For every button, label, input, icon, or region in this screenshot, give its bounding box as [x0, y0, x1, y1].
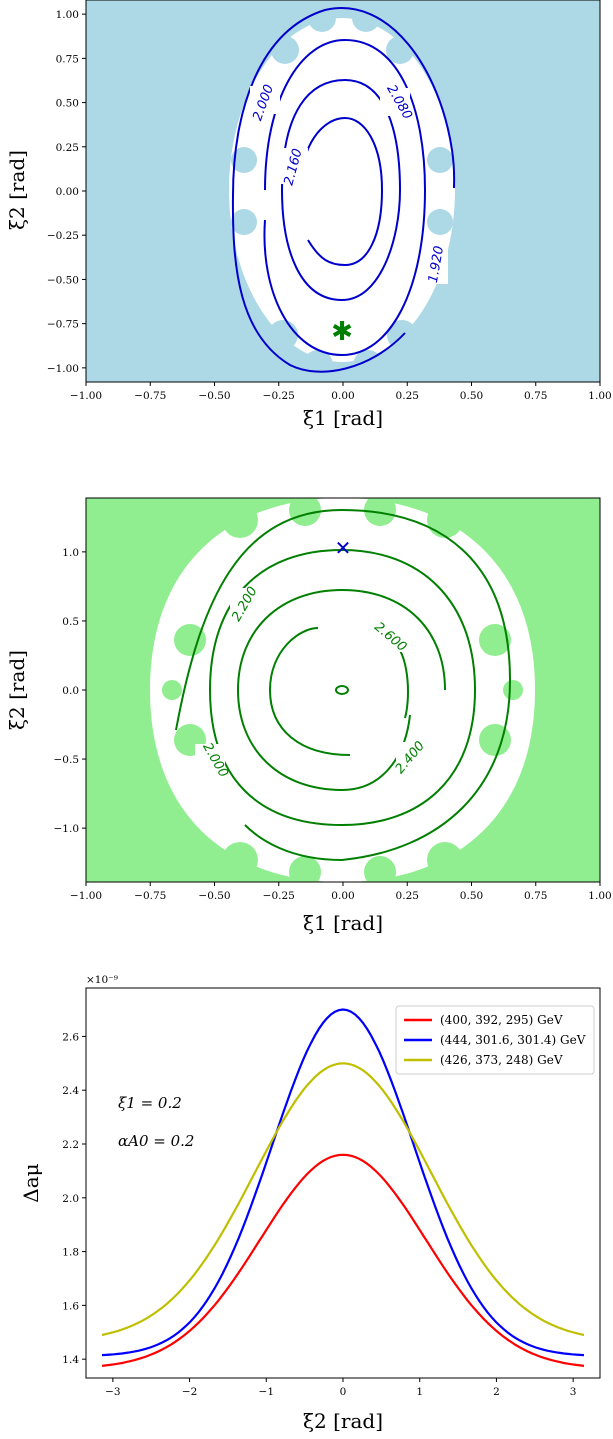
x-tick-label: 0.50: [460, 390, 483, 402]
middle-ylabel: ξ2 [rad]: [5, 650, 29, 730]
y-tick-label: 1.00: [56, 9, 79, 21]
x-tick-label: 3: [570, 1386, 577, 1398]
x-tick-label: 0.75: [524, 390, 547, 402]
top-contour-2160: [301, 116, 384, 267]
y-tick-label: −0.75: [47, 319, 79, 331]
y-tick-label: −0.5: [54, 754, 80, 766]
y-tick-label: 0.0: [62, 685, 79, 697]
middle-panel: 2.200 2.600 2.000 2.400 ✕ −1.00 −0.75 −0.5…: [5, 497, 612, 935]
legend-label: (400, 392, 295) GeV: [440, 1013, 563, 1027]
x-tick-label: 0.25: [396, 390, 419, 402]
y-tick-label: 1.8: [62, 1247, 79, 1259]
top-contour-2000: [263, 38, 427, 357]
x-tick-label: −1: [259, 1386, 274, 1398]
x-tick-label: 2: [493, 1386, 500, 1398]
series-line: [101, 1153, 585, 1367]
middle-contour-2400: [236, 588, 446, 792]
x-tick-label: −1.00: [70, 890, 102, 902]
bottom-ylabel: Δaμ: [19, 1163, 43, 1202]
middle-benchmark-cross: ✕: [335, 536, 352, 560]
x-tick-label: −0.75: [134, 890, 166, 902]
legend: (400, 392, 295) GeV (444, 301.6, 301.4) G…: [395, 1005, 595, 1075]
top-contour-outer: [231, 7, 456, 373]
top-panel: 2.000 2.080 2.160 1.920 ✱ −1.00 −0.75 −0.5…: [5, 0, 612, 430]
x-tick-label: 0: [340, 1386, 347, 1398]
x-tick-label: −0.50: [198, 390, 230, 402]
top-contour-label-4: 1.920: [426, 245, 447, 284]
x-tick-label: −0.75: [134, 390, 166, 402]
middle-axis: −1.00 −0.75 −0.50 −0.25 0.00 0.25 0.50 0.75 1.00…: [54, 547, 612, 902]
bottom-panel: −3 −2 −1 0 1 2 3 2.6 2.4 2.2 2.0 1.8 1.6 1.4 ×10⁻⁹ ξ1…: [19, 974, 601, 1433]
y-tick-label: −1.00: [47, 363, 79, 375]
x-tick-label: −3: [105, 1386, 120, 1398]
legend-box: [395, 1005, 595, 1075]
y-tick-label: 0.50: [56, 98, 79, 110]
y-tick-label: 0.25: [56, 142, 79, 154]
x-tick-label: 0.00: [331, 390, 354, 402]
y-tick-label: −0.25: [47, 230, 79, 242]
top-ylabel: ξ2 [rad]: [5, 150, 29, 230]
y-tick-label: 1.0: [62, 547, 79, 559]
top-contours: [231, 7, 456, 373]
middle-contour-2000: [175, 508, 512, 862]
bottom-series: [101, 1008, 585, 1367]
y-tick-label: −0.50: [47, 274, 79, 286]
top-contour-labels: 2.000 2.080 2.160 1.920: [250, 82, 448, 284]
x-tick-label: 1: [416, 1386, 423, 1398]
y-tick-label: 2.0: [62, 1193, 79, 1205]
y-tick-label: 2.4: [62, 1085, 79, 1097]
series-line: [101, 1062, 585, 1337]
y-tick-label: 1.6: [62, 1300, 79, 1312]
y-tick-label: 1.4: [62, 1354, 79, 1366]
top-benchmark-star: ✱: [331, 317, 353, 347]
top-axis: −1.00 −0.75 −0.50 −0.25 0.00 0.25 0.50 0.75 1.00…: [47, 9, 612, 402]
middle-contour-center: [335, 685, 349, 695]
x-tick-label: 0.00: [331, 890, 354, 902]
annotation-alpha: αA0 = 0.2: [118, 1132, 194, 1150]
x-tick-label: 0.50: [460, 890, 483, 902]
annotation-xi1: ξ1 = 0.2: [118, 1094, 182, 1112]
bottom-xlabel: ξ2 [rad]: [303, 1409, 383, 1433]
y-tick-label: 2.6: [62, 1031, 79, 1043]
middle-xlabel: ξ1 [rad]: [303, 911, 383, 935]
x-tick-label: −0.25: [263, 390, 295, 402]
y-tick-label: 2.2: [62, 1139, 79, 1151]
x-tick-label: −1.00: [70, 390, 102, 402]
y-tick-label: 0.5: [62, 616, 79, 628]
bottom-scale-label: ×10⁻⁹: [86, 974, 118, 986]
y-tick-label: −1.0: [54, 823, 80, 835]
series-line: [101, 1008, 585, 1357]
y-tick-label: 0.75: [56, 53, 79, 65]
top-xlabel: ξ1 [rad]: [303, 406, 383, 430]
x-tick-label: 1.00: [588, 390, 611, 402]
x-tick-label: −0.50: [198, 890, 230, 902]
x-tick-label: −0.25: [263, 890, 295, 902]
x-tick-label: 1.00: [588, 890, 611, 902]
y-tick-label: 0.00: [56, 186, 79, 198]
x-tick-label: −2: [182, 1386, 197, 1398]
bottom-axis: −3 −2 −1 0 1 2 3 2.6 2.4 2.2 2.0 1.8 1.6 1.4: [62, 1031, 576, 1398]
top-contour-2080: [280, 78, 401, 302]
x-tick-label: 0.25: [396, 890, 419, 902]
legend-label: (444, 301.6, 301.4) GeV: [440, 1033, 586, 1047]
legend-items: (400, 392, 295) GeV (444, 301.6, 301.4) G…: [404, 1013, 586, 1067]
x-tick-label: 0.75: [524, 890, 547, 902]
legend-label: (426, 373, 248) GeV: [440, 1053, 563, 1067]
